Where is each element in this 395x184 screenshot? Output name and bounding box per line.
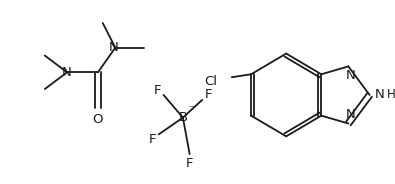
Text: Cl: Cl xyxy=(204,75,217,88)
Text: B: B xyxy=(178,111,188,124)
Text: N: N xyxy=(62,66,72,79)
Text: N: N xyxy=(345,69,355,82)
Text: F: F xyxy=(148,133,156,146)
Text: ⁻: ⁻ xyxy=(188,105,194,115)
Text: F: F xyxy=(205,89,213,101)
Text: F: F xyxy=(186,157,194,170)
Text: H: H xyxy=(386,89,395,101)
Text: F: F xyxy=(154,84,162,97)
Text: O: O xyxy=(93,113,103,126)
Text: N: N xyxy=(345,108,355,121)
Text: N: N xyxy=(109,41,118,54)
Text: N: N xyxy=(374,89,384,101)
